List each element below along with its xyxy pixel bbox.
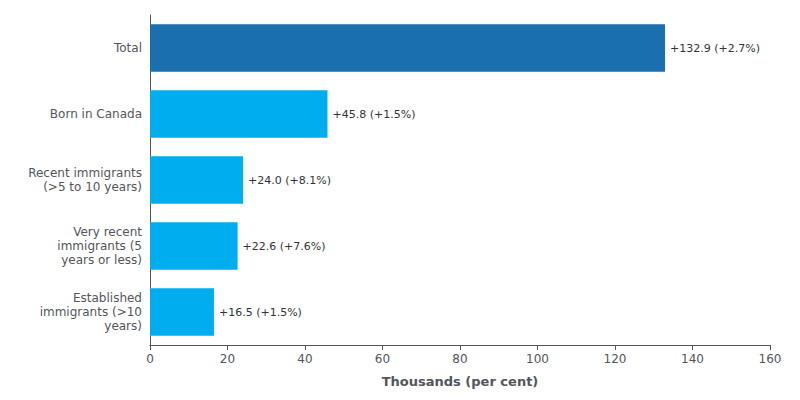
svg-text:40: 40 [297,352,312,366]
svg-text:Very recent: Very recent [73,225,142,239]
svg-text:+22.6 (+7.6%): +22.6 (+7.6%) [243,240,326,253]
svg-text:years or less): years or less) [61,253,142,267]
svg-text:160: 160 [759,352,782,366]
svg-text:(>5 to 10 years): (>5 to 10 years) [43,180,142,194]
svg-text:0: 0 [146,352,154,366]
svg-text:140: 140 [681,352,704,366]
svg-text:Born in Canada: Born in Canada [50,107,142,121]
svg-text:immigrants (>10: immigrants (>10 [40,305,142,319]
svg-text:20: 20 [220,352,235,366]
svg-text:120: 120 [604,352,627,366]
svg-text:immigrants (5: immigrants (5 [57,239,142,253]
svg-text:+24.0 (+8.1%): +24.0 (+8.1%) [248,174,331,187]
svg-text:+132.9 (+2.7%): +132.9 (+2.7%) [670,42,760,55]
svg-text:Thousands (per cent): Thousands (per cent) [382,374,539,389]
svg-text:+45.8 (+1.5%): +45.8 (+1.5%) [332,108,415,121]
svg-text:100: 100 [526,352,549,366]
svg-text:+16.5 (+1.5%): +16.5 (+1.5%) [219,306,302,319]
svg-text:Recent immigrants: Recent immigrants [28,166,142,180]
svg-text:years): years) [104,319,142,333]
svg-text:60: 60 [375,352,390,366]
svg-text:80: 80 [452,352,467,366]
svg-text:Total: Total [113,41,142,55]
svg-text:Established: Established [73,291,142,305]
